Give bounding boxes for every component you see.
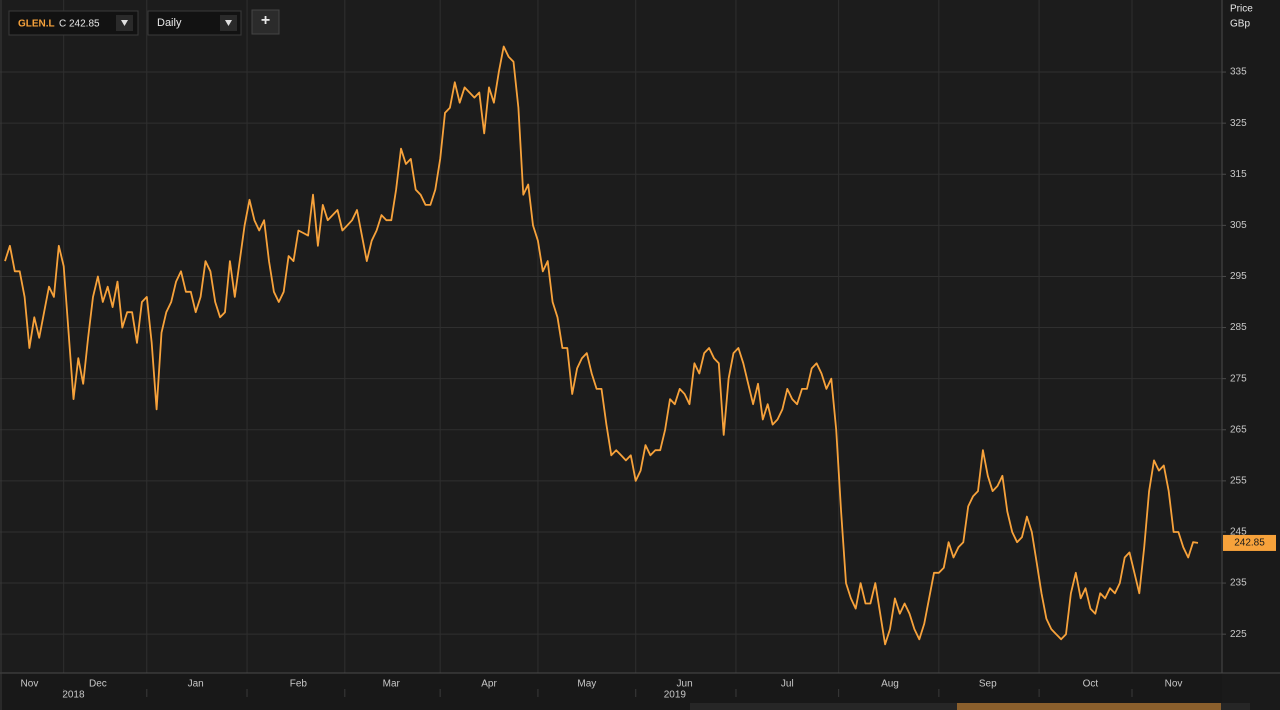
x-year-label: 2019 — [664, 690, 687, 701]
y-tick-label: 225 — [1230, 629, 1247, 640]
x-tick-label: Nov — [21, 679, 39, 690]
y-tick-label: 255 — [1230, 476, 1247, 487]
y-axis-band — [1222, 0, 1280, 710]
scrollbar-thumb[interactable] — [957, 703, 1221, 710]
last-price-label: 242.85 — [1234, 538, 1265, 549]
y-tick-label: 275 — [1230, 373, 1247, 384]
y-tick-label: 245 — [1230, 527, 1247, 538]
x-tick-label: Sep — [979, 679, 997, 690]
interval: Daily — [157, 17, 182, 29]
y-tick-label: 335 — [1230, 67, 1247, 78]
x-tick-label: May — [577, 679, 596, 690]
y-tick-label: 285 — [1230, 322, 1247, 333]
price-line — [4, 45, 1199, 646]
last-price-box — [1223, 534, 1276, 551]
y-tick-label: 235 — [1230, 578, 1247, 589]
x-tick-label: Mar — [383, 679, 401, 690]
x-tick-label: Jun — [677, 679, 693, 690]
y-tick-label: 295 — [1230, 271, 1247, 282]
y-axis-title: Price — [1230, 4, 1253, 15]
y-axis-unit: GBp — [1230, 19, 1250, 30]
x-tick-label: Dec — [89, 679, 107, 690]
close-value: 242.85 — [69, 19, 100, 30]
x-tick-label: Oct — [1083, 679, 1099, 690]
x-tick-label: Jul — [781, 679, 794, 690]
y-tick-label: 315 — [1230, 169, 1247, 180]
add-button[interactable] — [251, 9, 280, 35]
y-tick-label: 265 — [1230, 424, 1247, 435]
x-tick-label: Aug — [881, 679, 899, 690]
close-label: C — [59, 19, 66, 30]
x-tick-label: Jan — [188, 679, 204, 690]
y-tick-label: 305 — [1230, 220, 1247, 231]
add-icon: + — [261, 12, 270, 29]
x-tick-label: Nov — [1165, 679, 1183, 690]
x-year-label: 2018 — [62, 690, 85, 701]
symbol: GLEN.L — [18, 19, 55, 30]
x-tick-label: Feb — [290, 679, 308, 690]
y-tick-label: 325 — [1230, 118, 1247, 129]
x-tick-label: Apr — [481, 679, 497, 690]
dropdown-arrow — [121, 20, 128, 26]
dropdown-arrow — [225, 20, 232, 26]
